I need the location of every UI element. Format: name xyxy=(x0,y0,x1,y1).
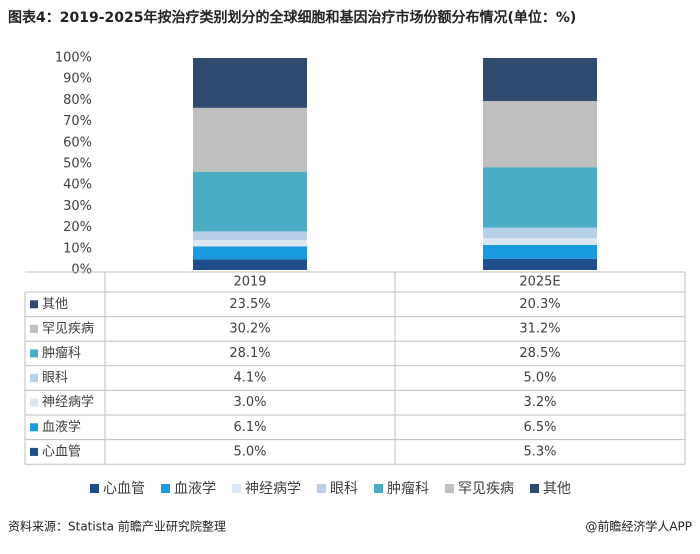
bar-segment xyxy=(483,101,597,168)
legend-key xyxy=(161,484,170,493)
data-label: 5.0% xyxy=(523,371,556,386)
data-label: 31.2% xyxy=(519,321,560,336)
legend-key xyxy=(445,484,454,493)
data-label: 6.5% xyxy=(523,420,556,435)
data-label: 4.1% xyxy=(233,371,266,386)
data-label: 20.3% xyxy=(519,297,560,312)
data-label: 23.5% xyxy=(229,297,270,312)
row-key xyxy=(30,423,38,432)
bar-segment xyxy=(483,227,597,239)
y-tick-label: 40% xyxy=(63,178,92,193)
y-tick-label: 20% xyxy=(63,220,92,235)
row-label: 罕见疾病 xyxy=(42,321,94,336)
legend-label: 眼科 xyxy=(330,481,358,497)
legend-label: 血液学 xyxy=(174,481,216,497)
bar-segment xyxy=(193,259,307,270)
data-label: 3.2% xyxy=(523,395,556,410)
row-label: 其他 xyxy=(42,297,68,312)
y-tick-label: 90% xyxy=(63,72,92,87)
legend-key xyxy=(232,484,241,493)
data-label: 3.0% xyxy=(233,395,266,410)
y-tick-label: 80% xyxy=(63,93,92,108)
row-label: 心血管 xyxy=(42,444,81,459)
data-label: 5.3% xyxy=(523,444,556,459)
data-label: 28.5% xyxy=(519,346,560,361)
x-tick-label: 2019 xyxy=(233,275,266,290)
data-label: 6.1% xyxy=(233,420,266,435)
y-tick-label: 50% xyxy=(63,157,92,172)
bar-segment xyxy=(193,240,307,247)
row-key xyxy=(30,324,38,333)
bar-segment xyxy=(193,231,307,241)
row-key xyxy=(30,300,38,309)
row-label: 神经病学 xyxy=(42,394,94,410)
y-tick-label: 30% xyxy=(63,199,92,214)
bar-segment xyxy=(483,244,597,259)
legend-key xyxy=(90,484,99,493)
x-tick-label: 2025E xyxy=(519,275,560,290)
y-tick-label: 0% xyxy=(71,263,92,278)
legend-key xyxy=(530,484,539,493)
chart-title: 图表4：2019-2025年按治疗类别划分的全球细胞和基因治疗市场份额分布情况(… xyxy=(8,9,576,26)
y-tick-label: 100% xyxy=(55,51,92,66)
source: 资料来源：Statista 前瞻产业研究院整理 xyxy=(8,519,226,534)
data-label: 28.1% xyxy=(229,346,270,361)
data-label: 30.2% xyxy=(229,321,270,336)
bar-segment xyxy=(483,258,597,270)
bar-segment xyxy=(483,167,597,228)
bar-segment xyxy=(483,58,597,102)
row-label: 肿瘤科 xyxy=(42,345,81,361)
row-key xyxy=(30,398,38,407)
row-key xyxy=(30,447,38,456)
bar-segment xyxy=(193,246,307,260)
legend-key xyxy=(374,484,383,493)
y-tick-label: 10% xyxy=(63,241,92,256)
legend-label: 神经病学 xyxy=(245,481,301,497)
row-label: 血液学 xyxy=(42,419,81,435)
legend-key xyxy=(317,484,326,493)
bar-segment xyxy=(193,107,307,172)
bar-segment xyxy=(193,171,307,232)
legend-label: 其他 xyxy=(543,481,571,497)
row-key xyxy=(30,374,38,383)
bar-segment xyxy=(193,58,307,108)
legend-label: 肿瘤科 xyxy=(387,480,429,497)
row-key xyxy=(30,349,38,358)
legend-label: 罕见疾病 xyxy=(458,481,514,497)
legend-label: 心血管 xyxy=(103,481,145,497)
y-tick-label: 60% xyxy=(63,135,92,150)
data-label: 5.0% xyxy=(233,444,266,459)
y-tick-label: 70% xyxy=(63,114,92,129)
row-label: 眼科 xyxy=(42,371,68,386)
brand: @前瞻经济学人APP xyxy=(585,519,692,534)
bar-segment xyxy=(483,238,597,245)
